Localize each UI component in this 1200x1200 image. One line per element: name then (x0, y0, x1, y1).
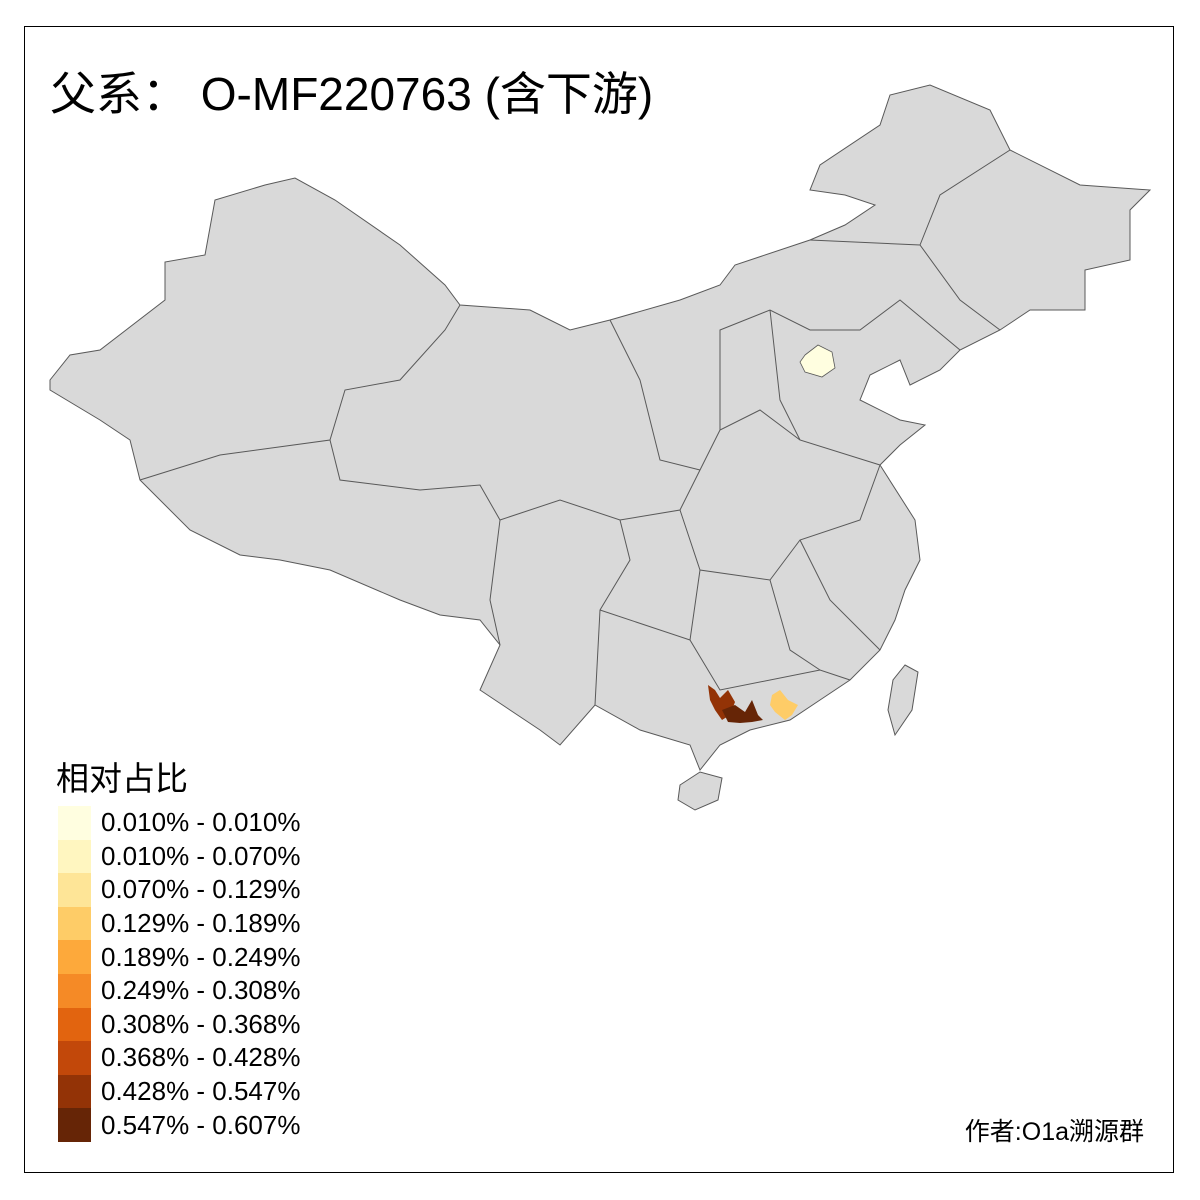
legend-label: 0.189% - 0.249% (101, 941, 301, 972)
legend-item: 0.547% - 0.607% (58, 1108, 300, 1142)
legend-swatch (58, 1108, 91, 1142)
legend-label: 0.547% - 0.607% (101, 1109, 301, 1140)
legend-label: 0.010% - 0.010% (101, 807, 301, 838)
hainan (677, 771, 723, 811)
legend-item: 0.249% - 0.308% (58, 973, 301, 1008)
legend-swatch (58, 873, 91, 907)
legend-label: 0.308% - 0.368% (101, 1008, 301, 1039)
legend-label: 0.010% - 0.070% (101, 840, 301, 871)
legend-swatch (58, 839, 91, 874)
legend: 0.010% - 0.010% 0.010% - 0.070% 0.070% - 0… (58, 806, 300, 1142)
region-beijing (799, 344, 836, 378)
legend-label: 0.368% - 0.428% (101, 1042, 301, 1073)
legend-label: 0.070% - 0.129% (101, 874, 301, 905)
region-guangxi-center (722, 700, 763, 723)
region-guangdong (770, 690, 798, 720)
taiwan (887, 664, 919, 737)
china-mainland (49, 84, 1152, 771)
legend-swatch (58, 1041, 91, 1075)
plot-frame (24, 26, 1174, 1173)
map-title: 父系： O-MF220763 (含下游) (50, 68, 654, 120)
legend-swatch (58, 973, 91, 1008)
province-borders (139, 149, 1011, 706)
legend-item: 0.070% - 0.129% (58, 873, 300, 907)
legend-swatch (58, 906, 91, 941)
legend-swatch (58, 806, 91, 840)
legend-item: 0.010% - 0.070% (58, 839, 301, 874)
legend-item: 0.129% - 0.189% (58, 906, 301, 941)
legend-title: 相对占比 (56, 760, 188, 797)
legend-swatch (58, 1074, 91, 1109)
legend-item: 0.189% - 0.249% (58, 940, 300, 974)
legend-label: 0.428% - 0.547% (101, 1076, 301, 1107)
legend-item: 0.010% - 0.010% (58, 806, 300, 840)
legend-item: 0.308% - 0.368% (58, 1007, 301, 1042)
legend-item: 0.428% - 0.547% (58, 1074, 301, 1109)
legend-swatch (58, 1007, 91, 1042)
legend-label: 0.249% - 0.308% (101, 975, 301, 1006)
legend-label: 0.129% - 0.189% (101, 908, 301, 939)
legend-swatch (58, 940, 91, 974)
author-credit: 作者:O1a溯源群 (964, 1118, 1144, 1146)
legend-item: 0.368% - 0.428% (58, 1041, 300, 1075)
